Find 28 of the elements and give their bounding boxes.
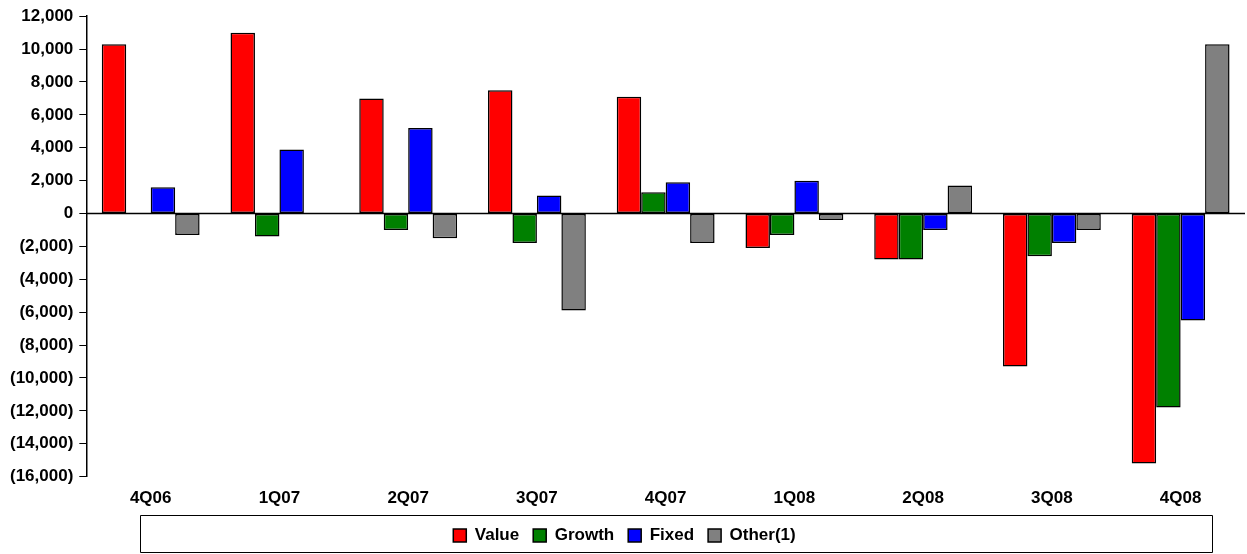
x-tick-label: 2Q08 bbox=[902, 488, 944, 508]
y-tick-label: (14,000) bbox=[9, 433, 74, 453]
y-tick-label: 12,000 bbox=[21, 5, 74, 25]
x-tick-label: 3Q07 bbox=[516, 488, 558, 508]
legend-label: Other(1) bbox=[729, 525, 796, 545]
y-tick-label: 4,000 bbox=[30, 137, 74, 157]
y-tick-label: (2,000) bbox=[19, 236, 74, 256]
legend-label: Value bbox=[474, 525, 520, 545]
x-tick-label: 4Q06 bbox=[129, 488, 172, 508]
y-tick-label: (4,000) bbox=[19, 268, 74, 288]
x-tick-label: 2Q07 bbox=[387, 488, 429, 508]
y-tick-label: (6,000) bbox=[19, 301, 74, 321]
y-tick-label: (16,000) bbox=[9, 466, 74, 486]
y-tick-label: (8,000) bbox=[19, 334, 74, 354]
x-tick-label: 4Q07 bbox=[644, 488, 687, 508]
legend-label: Fixed bbox=[649, 525, 695, 545]
legend-label: Growth bbox=[554, 525, 615, 545]
y-tick-label: 8,000 bbox=[30, 71, 74, 91]
x-tick-label: 1Q08 bbox=[773, 488, 816, 508]
y-tick-label: (12,000) bbox=[9, 400, 74, 420]
y-tick-label: 0 bbox=[63, 203, 74, 223]
x-tick-label: 1Q07 bbox=[258, 488, 301, 508]
y-tick-label: 10,000 bbox=[21, 38, 74, 58]
y-tick-label: 2,000 bbox=[30, 170, 74, 190]
y-tick-label: (10,000) bbox=[9, 367, 74, 387]
x-tick-label: 4Q08 bbox=[1159, 488, 1202, 508]
x-tick-label: 3Q08 bbox=[1031, 488, 1073, 508]
y-tick-label: 6,000 bbox=[30, 104, 74, 124]
